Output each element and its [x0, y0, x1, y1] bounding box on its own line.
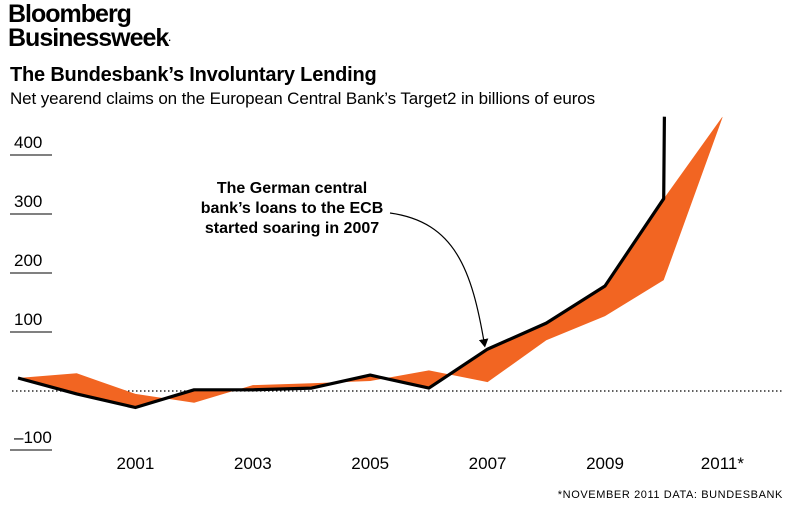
x-tick-label: 2005	[351, 454, 389, 473]
x-tick-label: 2001	[116, 454, 154, 473]
footnote: *NOVEMBER 2011 DATA: BUNDESBANK	[557, 489, 783, 501]
difference-band	[18, 116, 723, 408]
brand-mark: .	[168, 33, 171, 43]
annotation-line-1: The German central	[217, 180, 367, 197]
claims-line	[17, 116, 666, 410]
series-line	[17, 116, 666, 410]
y-tick-label: 100	[14, 310, 42, 329]
y-axis-ticks: 400 300 200 100 –100	[14, 133, 52, 447]
brand-line-2: Businessweek.	[8, 24, 171, 52]
x-tick-label: 2011*	[701, 454, 745, 473]
y-tick-label: –100	[14, 428, 52, 447]
chart-subtitle: Net yearend claims on the European Centr…	[10, 89, 596, 108]
brand-line-1: Bloomberg	[8, 0, 132, 28]
brand-logo: Bloomberg Businessweek.	[8, 0, 171, 52]
y-tick-label: 400	[14, 133, 42, 152]
annotation-line-3: started soaring in 2007	[205, 220, 379, 237]
x-tick-label: 2007	[469, 454, 507, 473]
y-tick-label: 200	[14, 251, 42, 270]
annotation: The German central bank’s loans to the E…	[201, 180, 489, 348]
x-tick-label: 2003	[234, 454, 272, 473]
chart-title: The Bundesbank’s Involuntary Lending	[10, 64, 377, 86]
band-area	[18, 116, 723, 408]
y-tick-label: 300	[14, 192, 42, 211]
gridlines	[10, 154, 782, 451]
x-tick-label: 2009	[586, 454, 624, 473]
annotation-line-2: bank’s loans to the ECB	[201, 200, 384, 217]
x-axis-ticks: 2001 2003 2005 2007 2009 2011*	[116, 454, 744, 473]
annotation-arrow	[389, 212, 489, 348]
